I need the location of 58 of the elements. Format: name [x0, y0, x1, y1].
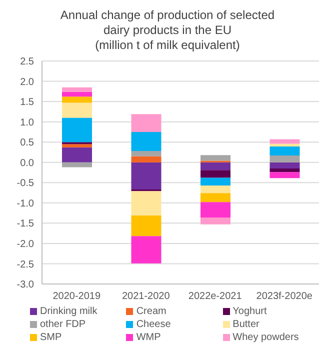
bar [62, 87, 92, 92]
legend-label: Cream [136, 306, 166, 317]
bar [131, 236, 162, 264]
bar [131, 215, 162, 236]
bar [200, 155, 230, 161]
bar [200, 162, 230, 170]
bar [270, 168, 300, 172]
bar [200, 170, 230, 178]
bar [62, 162, 92, 168]
bar [270, 139, 300, 144]
x-tick-label: 2021-2020 [122, 291, 170, 302]
y-tick-label: -2.5 [16, 259, 34, 270]
bar [200, 202, 230, 218]
y-tick-label: 1.5 [20, 97, 34, 108]
bar [131, 114, 162, 132]
bar [270, 162, 300, 168]
bar [270, 172, 300, 178]
bar [131, 151, 162, 156]
bar [270, 155, 300, 162]
legend-label: other FDP [40, 319, 86, 330]
bar [270, 144, 300, 147]
bar [62, 144, 92, 148]
y-tick-label: -1.0 [16, 198, 34, 210]
bar [62, 118, 92, 142]
legend-label: Yoghurt [232, 306, 267, 317]
y-tick-label: -2.0 [16, 239, 34, 250]
chart-subtitle: (million t of milk equivalent) [94, 38, 241, 53]
legend-label: SMP [40, 332, 62, 343]
legend-label: Whey powders [232, 332, 299, 343]
bar [131, 162, 162, 190]
y-tick-label: -1.5 [16, 218, 34, 230]
legend-label: WMP [136, 332, 161, 343]
bar [200, 218, 230, 224]
bar [200, 193, 230, 202]
bar [62, 92, 92, 97]
bar [131, 132, 162, 152]
y-tick-label: 2.0 [20, 76, 34, 88]
bar [270, 146, 300, 156]
bar [62, 147, 92, 162]
x-tick-label: 2023f-2020e [256, 291, 313, 302]
y-tick-label: -0.5 [16, 178, 34, 190]
bar [200, 185, 230, 194]
bar [62, 102, 92, 118]
x-tick-label: 2020-2019 [52, 291, 101, 302]
y-tick-label: 0.0 [20, 158, 34, 169]
y-tick-label: -3.0 [16, 280, 34, 291]
y-tick-label: 1.0 [20, 117, 34, 128]
legend-label: Drinking milk [40, 306, 98, 317]
bar [62, 96, 92, 103]
bar [200, 178, 230, 186]
bar [131, 191, 162, 216]
y-tick-label: 2.5 [20, 56, 34, 68]
chart-title: Annual change of production of selected dairy products in the EU [59, 8, 276, 38]
legend-label: Cheese [136, 319, 171, 330]
x-tick-label: 2022e-2021 [188, 291, 242, 302]
legend-label: Butter [232, 319, 260, 330]
y-tick-label: 0.5 [20, 138, 34, 149]
bar [131, 156, 162, 162]
